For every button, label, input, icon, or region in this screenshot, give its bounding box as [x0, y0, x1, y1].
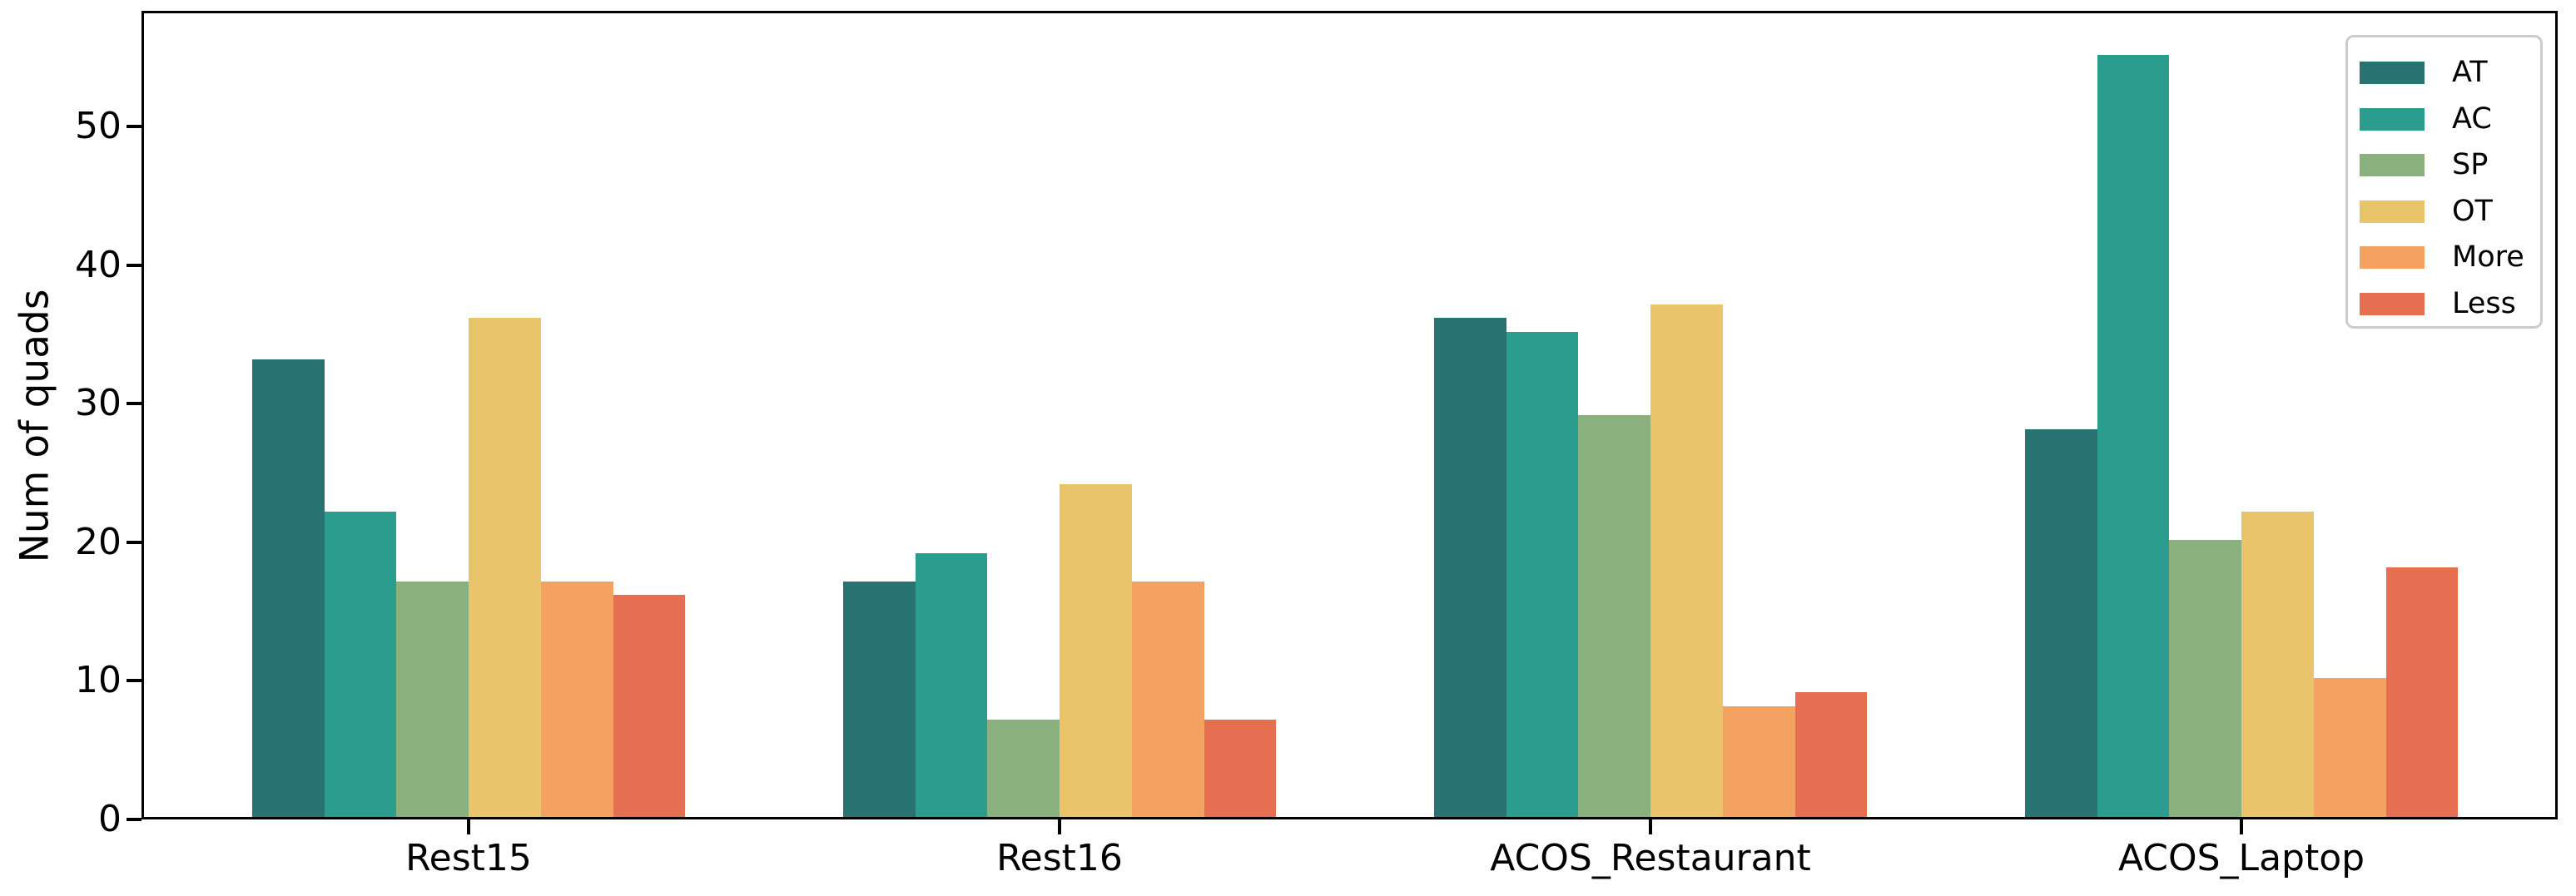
bar-AC-ACOS_Laptop	[2097, 54, 2170, 817]
x-tick-mark-Rest15	[467, 819, 470, 834]
legend-item-OT: OT	[2360, 189, 2540, 235]
bar-AC-ACOS_Restaurant	[1506, 331, 1579, 817]
y-tick-mark-40	[127, 263, 141, 267]
legend-label-Less: Less	[2452, 286, 2516, 320]
bar-More-Rest16	[1131, 581, 1204, 817]
legend-label-OT: OT	[2452, 194, 2493, 228]
legend-item-AT: AT	[2360, 50, 2540, 97]
bar-More-Rest15	[540, 581, 613, 817]
legend-swatch-AT	[2360, 62, 2425, 85]
y-tick-mark-50	[127, 125, 141, 128]
y-tick-label-10: 10	[75, 659, 122, 702]
bar-More-ACOS_Restaurant	[1722, 705, 1795, 817]
legend-swatch-More	[2360, 246, 2425, 270]
legend-label-More: More	[2452, 240, 2524, 275]
legend-label-AT: AT	[2452, 56, 2488, 90]
legend-swatch-OT	[2360, 200, 2425, 223]
bar-More-ACOS_Laptop	[2313, 678, 2386, 817]
y-tick-label-20: 20	[75, 520, 122, 563]
bar-SP-Rest16	[987, 720, 1060, 817]
bar-SP-ACOS_Restaurant	[1578, 414, 1650, 817]
legend-label-SP: SP	[2452, 148, 2489, 182]
bar-OT-Rest15	[469, 318, 541, 817]
bar-OT-ACOS_Restaurant	[1650, 304, 1723, 817]
y-tick-label-30: 30	[75, 382, 122, 425]
legend-item-AC: AC	[2360, 97, 2540, 143]
x-tick-mark-ACOS_Restaurant	[1649, 819, 1652, 834]
legend-swatch-SP	[2360, 154, 2425, 177]
legend-label-AC: AC	[2452, 101, 2492, 136]
bar-AC-Rest15	[324, 512, 397, 817]
legend-swatch-Less	[2360, 292, 2425, 315]
y-tick-label-0: 0	[98, 798, 122, 840]
bar-Less-Rest16	[1204, 720, 1277, 817]
x-tick-label-Rest16: Rest16	[996, 837, 1123, 879]
bar-AT-Rest16	[842, 581, 916, 817]
x-tick-label-ACOS_Laptop: ACOS_Laptop	[2117, 837, 2365, 879]
x-tick-label-ACOS_Restaurant: ACOS_Restaurant	[1490, 837, 1811, 879]
y-tick-label-40: 40	[75, 243, 122, 286]
bar-AT-Rest15	[251, 359, 325, 817]
legend: AT AC SP OT More Less	[2345, 35, 2543, 329]
bar-OT-Rest16	[1060, 484, 1132, 817]
y-axis-label: Num of quads	[12, 289, 58, 563]
bar-Less-ACOS_Laptop	[2385, 567, 2459, 817]
bar-Less-Rest15	[613, 595, 686, 817]
x-tick-mark-ACOS_Laptop	[2240, 819, 2243, 834]
bar-Less-ACOS_Restaurant	[1794, 692, 1868, 817]
legend-item-SP: SP	[2360, 142, 2540, 189]
y-tick-mark-0	[127, 818, 141, 821]
y-tick-mark-30	[127, 402, 141, 406]
x-tick-mark-Rest16	[1058, 819, 1061, 834]
y-tick-label-50: 50	[75, 105, 122, 147]
legend-swatch-AC	[2360, 107, 2425, 131]
legend-item-More: More	[2360, 235, 2540, 281]
y-tick-mark-20	[127, 540, 141, 544]
y-tick-mark-10	[127, 679, 141, 683]
legend-item-Less: Less	[2360, 281, 2540, 328]
bar-AT-ACOS_Laptop	[2024, 428, 2097, 817]
bar-SP-ACOS_Laptop	[2169, 539, 2241, 817]
x-tick-label-Rest15: Rest15	[405, 837, 532, 879]
bar-AT-ACOS_Restaurant	[1433, 318, 1506, 817]
bar-SP-Rest15	[396, 581, 469, 817]
bar-AC-Rest16	[915, 553, 988, 817]
plot-area	[141, 11, 2558, 819]
bar-OT-ACOS_Laptop	[2241, 512, 2314, 817]
